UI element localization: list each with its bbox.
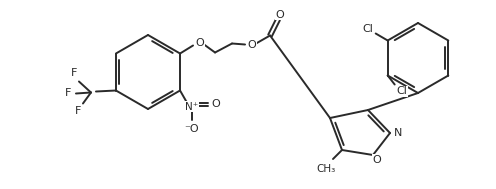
Text: N: N <box>394 128 402 138</box>
Text: O: O <box>195 37 204 47</box>
Text: CH₃: CH₃ <box>316 164 336 174</box>
Text: F: F <box>71 68 77 78</box>
Text: N⁺: N⁺ <box>186 101 199 112</box>
Text: O: O <box>248 40 256 50</box>
Text: O: O <box>212 98 220 108</box>
Text: F: F <box>75 106 81 116</box>
Text: Cl: Cl <box>362 23 373 33</box>
Text: F: F <box>65 88 71 98</box>
Text: O: O <box>276 9 284 19</box>
Text: Cl: Cl <box>396 87 407 97</box>
Text: ⁻O: ⁻O <box>185 123 199 133</box>
Text: O: O <box>372 155 381 165</box>
